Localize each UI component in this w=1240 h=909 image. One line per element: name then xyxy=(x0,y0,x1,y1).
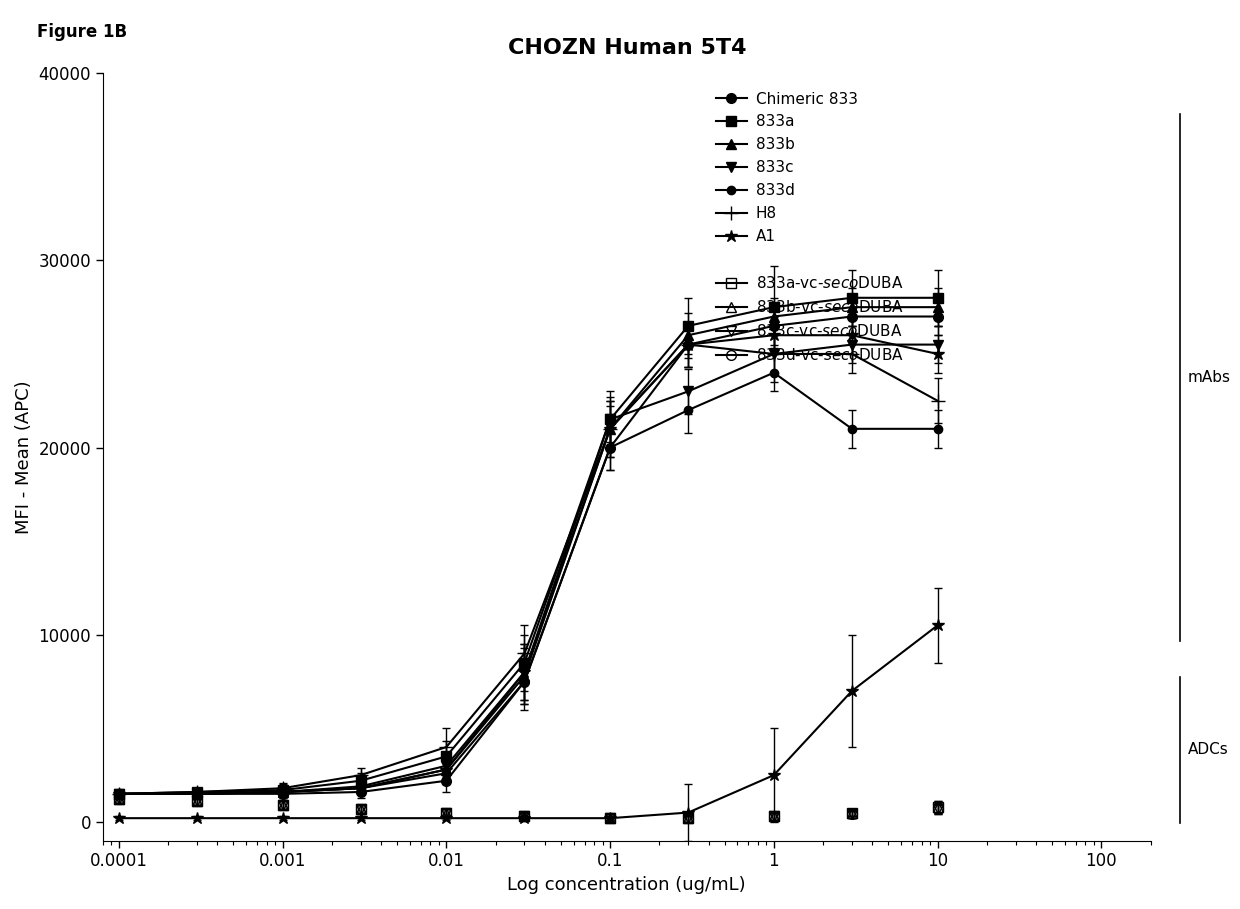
Title: CHOZN Human 5T4: CHOZN Human 5T4 xyxy=(507,38,746,58)
Text: ADCs: ADCs xyxy=(1188,743,1229,757)
Legend: Chimeric 833, 833a, 833b, 833c, 833d, H8, A1, , 833a-vc-$\it{seco}$DUBA, 833b-vc: Chimeric 833, 833a, 833b, 833c, 833d, H8… xyxy=(713,88,906,366)
Y-axis label: MFI - Mean (APC): MFI - Mean (APC) xyxy=(15,380,33,534)
Text: Figure 1B: Figure 1B xyxy=(37,23,128,41)
Text: mAbs: mAbs xyxy=(1188,370,1231,385)
X-axis label: Log concentration (ug/mL): Log concentration (ug/mL) xyxy=(507,876,746,894)
